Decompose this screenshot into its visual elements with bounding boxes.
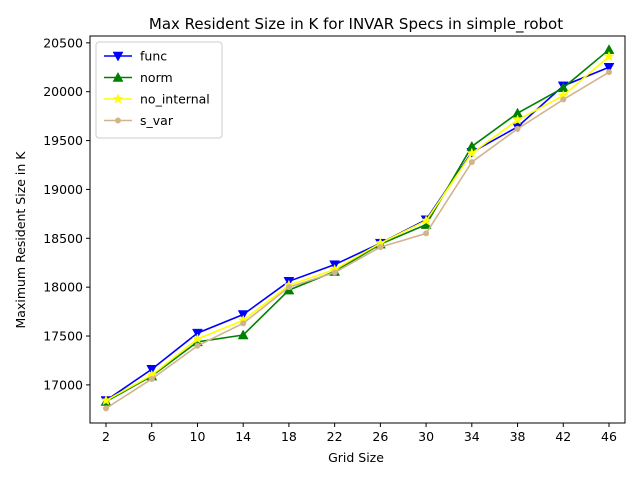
data-point — [331, 269, 338, 276]
data-point — [285, 284, 292, 291]
legend: func norm no_internal s_var — [95, 41, 223, 139]
x-tick-label: 38 — [510, 429, 526, 444]
data-point — [420, 215, 432, 226]
data-point — [605, 69, 612, 76]
y-tick-label: 19000 — [43, 182, 83, 197]
data-point — [103, 405, 110, 412]
legend-label: s_var — [140, 113, 174, 128]
x-tick-label: 30 — [418, 429, 434, 444]
x-tick-label: 6 — [148, 429, 156, 444]
series-line — [105, 71, 610, 410]
data-point — [148, 376, 155, 383]
data-point — [423, 230, 430, 237]
legend-entry: norm — [104, 70, 173, 85]
data-point — [100, 394, 112, 406]
plot-area: 2 6 10 14 18 22 26 30 34 38 42 46170001750018000185… — [43, 35, 626, 444]
x-tick-label: 42 — [555, 429, 571, 444]
y-tick-label: 20000 — [43, 84, 83, 99]
legend-marker — [112, 71, 124, 82]
legend-label: no_internal — [140, 92, 210, 107]
data-point — [603, 63, 615, 73]
y-tick-label: 18000 — [43, 280, 83, 295]
x-tick-label: 46 — [601, 429, 617, 444]
legend-box — [95, 41, 223, 139]
data-point — [468, 159, 475, 166]
data-point — [192, 333, 203, 344]
y-tick-label: 17500 — [43, 329, 83, 344]
data-point — [603, 50, 615, 62]
y-axis-label: Maximum Resident Size in K — [13, 151, 28, 329]
x-tick-label: 14 — [235, 429, 251, 444]
data-point — [512, 114, 523, 125]
series-line — [105, 66, 610, 402]
legend-label: func — [140, 49, 167, 64]
data-point — [466, 147, 478, 158]
legend-entry: no_internal — [104, 92, 210, 107]
y-tick-label: 18500 — [43, 231, 83, 246]
x-tick-label: 26 — [372, 429, 388, 444]
legend-label: norm — [140, 70, 173, 85]
series-line — [105, 49, 610, 403]
y-tick-label: 17000 — [43, 377, 83, 392]
data-point — [560, 96, 567, 103]
data-point — [514, 125, 521, 132]
chart-title: Max Resident Size in K for INVAR Specs i… — [149, 15, 563, 34]
data-point — [237, 329, 249, 340]
data-point — [377, 244, 384, 251]
x-tick-label: 22 — [327, 429, 343, 444]
y-tick-label: 19500 — [43, 133, 83, 148]
series-s-var — [103, 69, 612, 412]
x-tick-label: 34 — [464, 429, 480, 444]
legend-marker — [115, 117, 121, 124]
y-tick-label: 20500 — [43, 35, 83, 50]
legend-entry: func — [104, 49, 167, 64]
x-axis-label: Grid Size — [328, 450, 384, 465]
legend-marker — [112, 51, 124, 62]
data-point — [194, 342, 201, 349]
data-point — [240, 320, 247, 327]
x-tick-label: 2 — [102, 429, 110, 444]
axes-frame — [89, 35, 626, 424]
x-tick-label: 10 — [190, 429, 206, 444]
legend-entry: s_var — [104, 113, 174, 128]
x-tick-label: 18 — [281, 429, 297, 444]
legend-marker — [112, 93, 124, 104]
series-line — [105, 55, 610, 402]
